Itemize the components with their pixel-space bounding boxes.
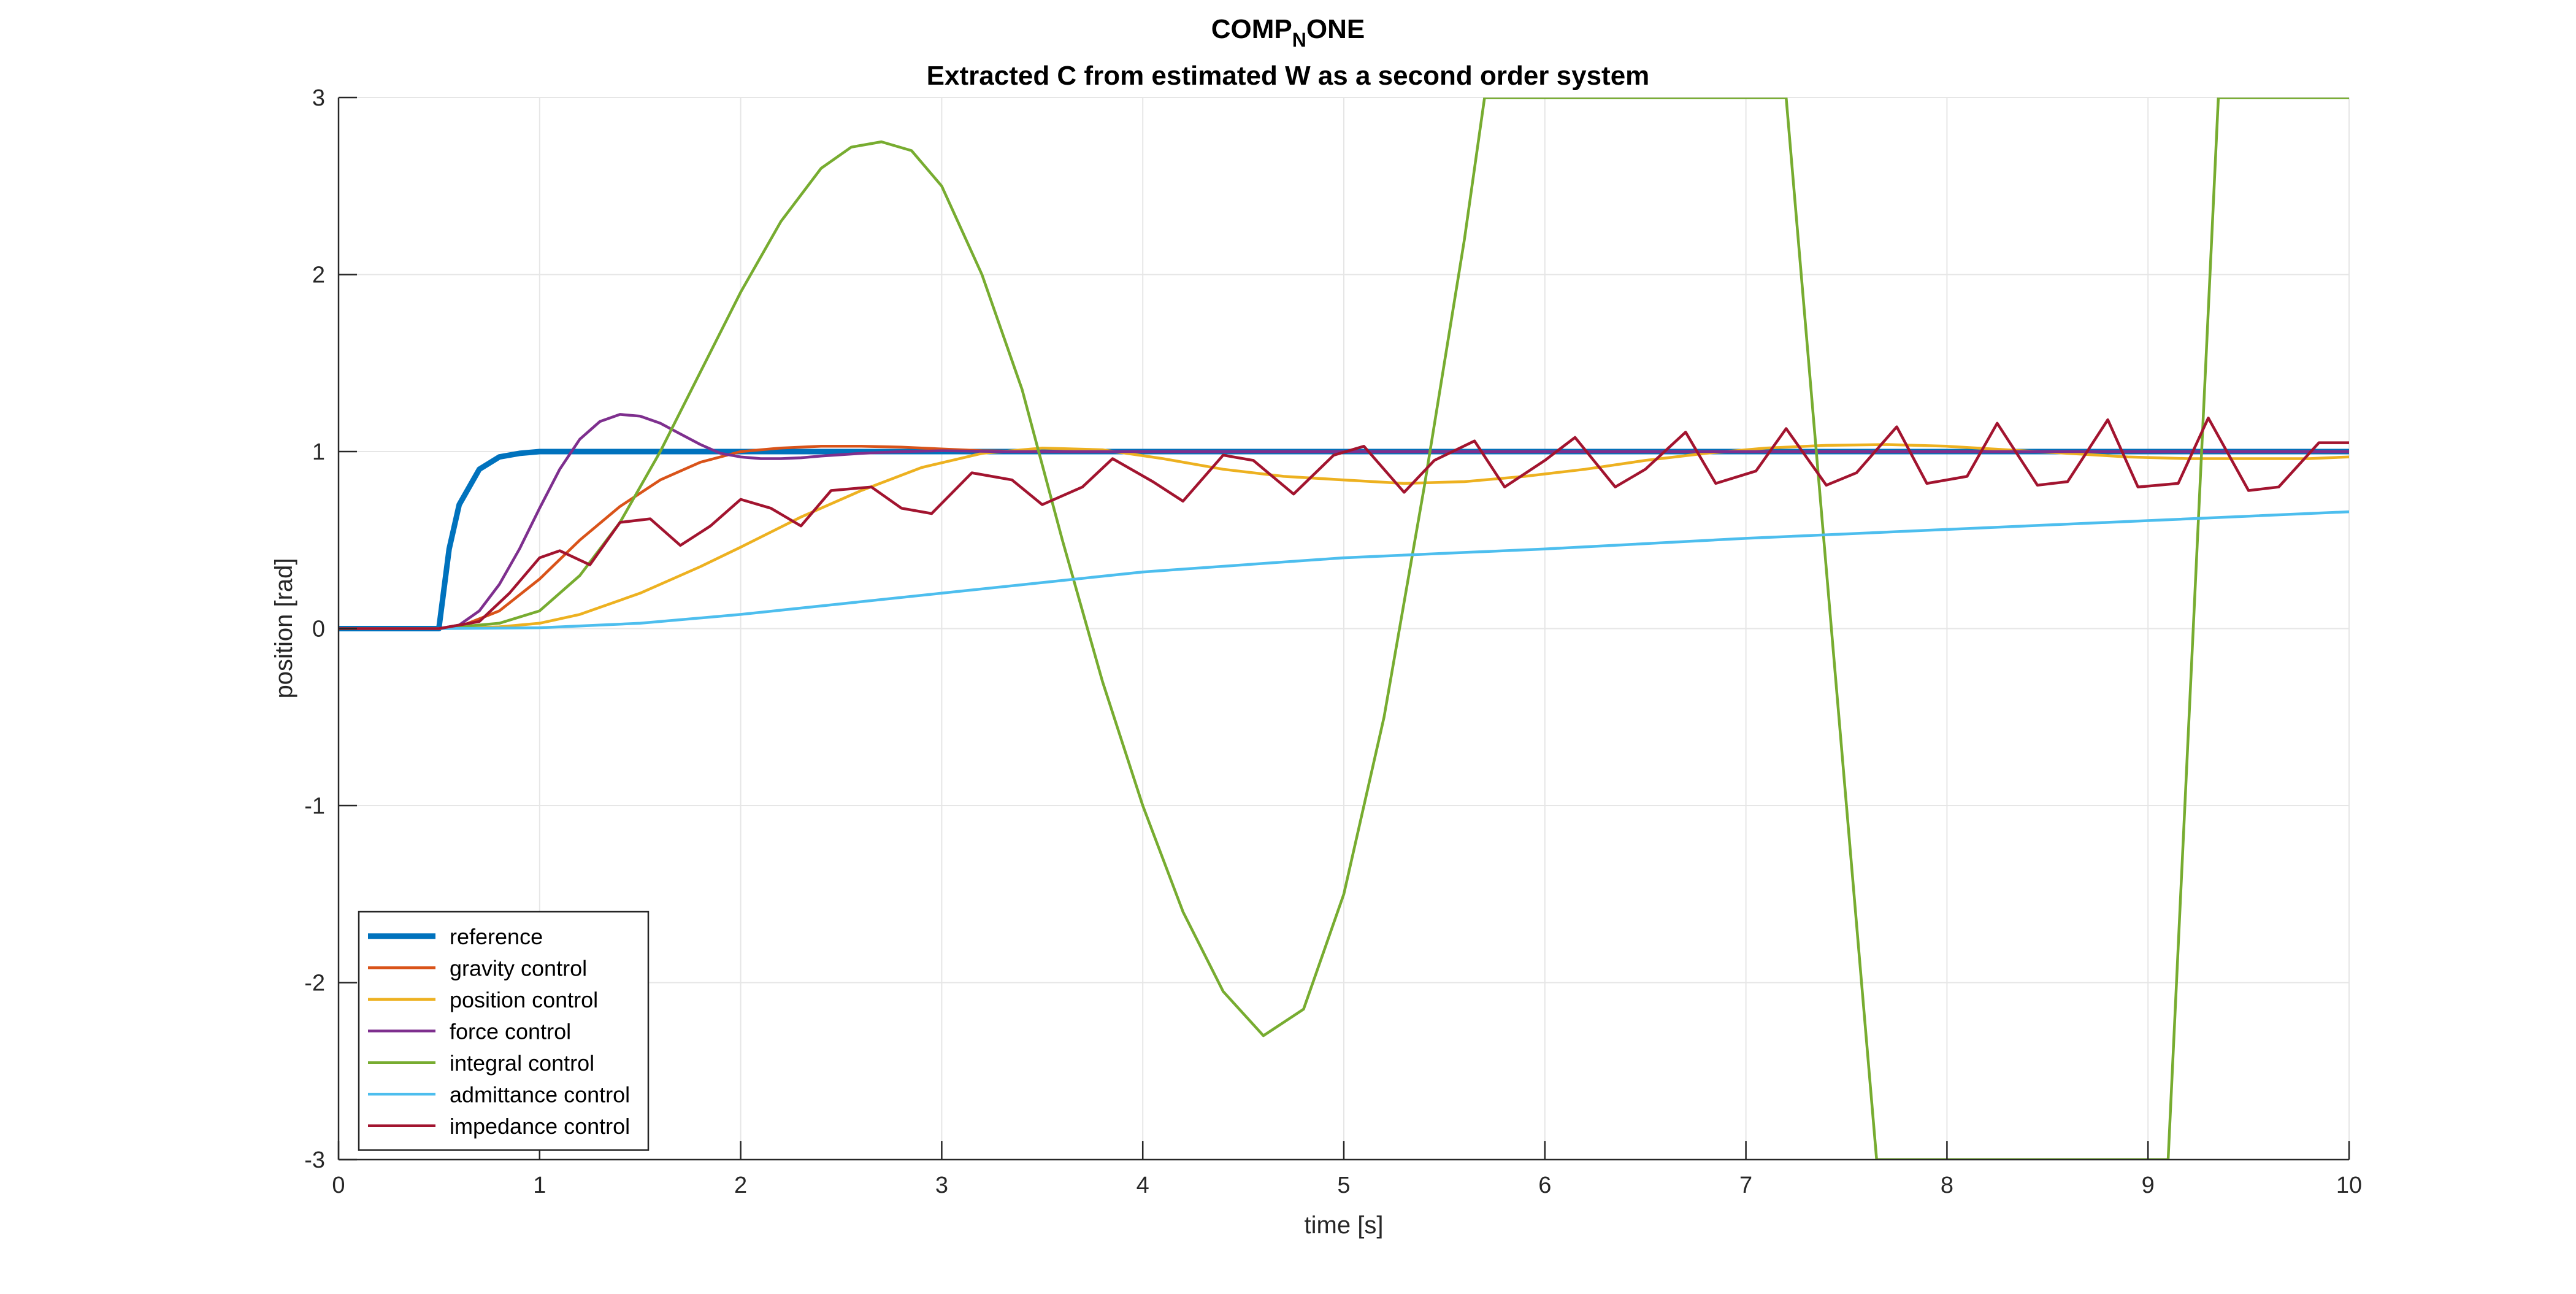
series-line-impedance-control [339, 416, 2349, 630]
x-tick-label: 6 [1538, 1173, 1551, 1198]
axes [337, 96, 2350, 1161]
legend-item-integral-control[interactable]: integral control [368, 1050, 594, 1076]
legend-label: admittance control [450, 1082, 630, 1107]
legend-item-admittance-control[interactable]: admittance control [368, 1082, 630, 1107]
tick-labels: 0 1 2 3 4 5 6 7 8 9 10 -3 -2 -1 0 1 2 3 [304, 85, 2362, 1198]
x-tick-label: 1 [533, 1173, 546, 1198]
legend[interactable]: reference gravity control position control… [358, 911, 650, 1151]
x-tick-label: 8 [1941, 1173, 1953, 1198]
chart-title-main: COMP [1211, 14, 1292, 44]
x-tick-label: 3 [935, 1173, 948, 1198]
series-line-force-control [339, 413, 2349, 630]
chart-title-subscript: N [1292, 29, 1306, 51]
legend-item-impedance-control[interactable]: impedance control [368, 1114, 630, 1139]
series-line-reference [339, 449, 2349, 631]
x-tick-label: 9 [2142, 1173, 2155, 1198]
y-tick-label: 3 [312, 85, 325, 111]
y-tick-label: -3 [304, 1147, 325, 1173]
legend-label: impedance control [450, 1114, 630, 1139]
x-tick-label: 2 [734, 1173, 747, 1198]
legend-label: integral control [450, 1050, 594, 1076]
x-axis-label: time [s] [1305, 1212, 1384, 1239]
x-tick-label: 7 [1739, 1173, 1752, 1198]
y-tick-label: 0 [312, 617, 325, 642]
legend-label: force control [450, 1019, 571, 1044]
series-line-admittance-control [339, 510, 2349, 630]
legend-item-gravity-control[interactable]: gravity control [368, 955, 587, 980]
x-tick-label: 4 [1137, 1173, 1149, 1198]
y-tick-label: -1 [304, 793, 325, 819]
legend-label: reference [450, 924, 543, 949]
chart-title: COMPNONE [0, 13, 2576, 56]
legend-item-force-control[interactable]: force control [368, 1019, 571, 1044]
y-tick-label: -2 [304, 971, 325, 996]
y-tick-label: 2 [312, 263, 325, 288]
x-tick-label: 5 [1337, 1173, 1350, 1198]
chart-title-tail: ONE [1306, 14, 1365, 44]
series-layer [339, 98, 2349, 1160]
x-tick-label: 10 [2336, 1173, 2362, 1198]
legend-label: gravity control [450, 955, 587, 980]
legend-item-reference[interactable]: reference [368, 924, 543, 949]
y-tick-label: 1 [312, 439, 325, 465]
chart-subtitle: Extracted C from estimated W as a second… [926, 61, 1650, 91]
legend-item-position-control[interactable]: position control [368, 987, 598, 1012]
x-tick-label: 0 [332, 1173, 345, 1198]
y-axis-label: position [rad] [270, 558, 297, 698]
series-line-integral-control [339, 98, 2349, 1160]
legend-label: position control [450, 987, 598, 1012]
